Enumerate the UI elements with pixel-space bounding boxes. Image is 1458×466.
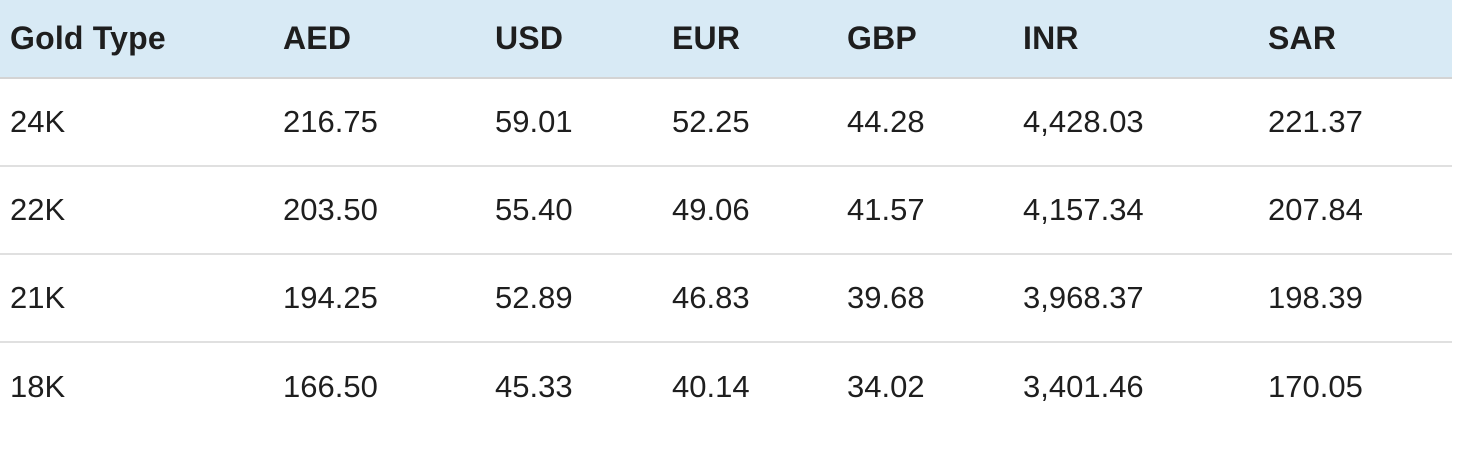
column-header-gbp: GBP	[837, 0, 1013, 79]
column-header-aed: AED	[273, 0, 485, 79]
gold-type-cell: 21K	[0, 254, 273, 343]
price-cell-usd: 45.33	[495, 368, 573, 404]
price-cell-aed: 203.50	[273, 166, 485, 255]
gold-type-cell: 18K	[10, 368, 66, 404]
column-header-usd: USD	[485, 0, 662, 79]
price-cell-aed: 216.75	[273, 78, 485, 167]
price-cell-sar: 221.37	[1258, 78, 1452, 167]
price-cell-eur: 52.25	[662, 78, 837, 167]
table-body: 24K 216.75 59.01 52.25 44.28 4,428.03 22…	[0, 78, 1452, 430]
price-cell-usd: 52.89	[485, 254, 662, 343]
column-header-sar: SAR	[1258, 0, 1452, 79]
price-cell-inr: 4,157.34	[1013, 166, 1258, 255]
price-cell-inr: 4,428.03	[1013, 78, 1258, 167]
price-cell-gbp: 41.57	[837, 166, 1013, 255]
column-header-inr: INR	[1013, 0, 1258, 79]
gold-type-cell: 22K	[0, 166, 273, 255]
price-cell-inr: 3,401.46	[1023, 368, 1144, 404]
price-cell-aed: 194.25	[273, 254, 485, 343]
price-cell-gbp: 39.68	[837, 254, 1013, 343]
column-header-gold-type: Gold Type	[0, 0, 273, 79]
price-cell-gbp: 44.28	[837, 78, 1013, 167]
table-row-24k: 24K 216.75 59.01 52.25 44.28 4,428.03 22…	[0, 78, 1452, 167]
table-header: Gold Type AED USD EUR GBP INR SAR	[0, 0, 1452, 79]
price-cell-sar: 170.05	[1268, 368, 1363, 404]
table-row-21k: 21K 194.25 52.89 46.83 39.68 3,968.37 19…	[0, 254, 1452, 343]
price-cell-usd: 59.01	[485, 78, 662, 167]
gold-price-table: Gold Type AED USD EUR GBP INR SAR 24K 21…	[0, 0, 1452, 430]
price-cell-usd: 55.40	[485, 166, 662, 255]
price-cell-gbp: 34.02	[847, 368, 925, 404]
price-cell-aed: 166.50	[283, 368, 378, 404]
price-cell-sar: 207.84	[1258, 166, 1452, 255]
price-cell-eur: 49.06	[662, 166, 837, 255]
table-row-22k: 22K 203.50 55.40 49.06 41.57 4,157.34 20…	[0, 166, 1452, 255]
price-cell-inr: 3,968.37	[1013, 254, 1258, 343]
header-row: Gold Type AED USD EUR GBP INR SAR	[0, 0, 1452, 79]
column-header-eur: EUR	[662, 0, 837, 79]
price-cell-eur: 46.83	[662, 254, 837, 343]
price-cell-eur: 40.14	[672, 368, 750, 404]
price-cell-sar: 198.39	[1258, 254, 1452, 343]
table-row-18k: 18K 166.50 45.33 40.14 34.02 3,401.46 17…	[0, 342, 1452, 430]
gold-type-cell: 24K	[0, 78, 273, 167]
